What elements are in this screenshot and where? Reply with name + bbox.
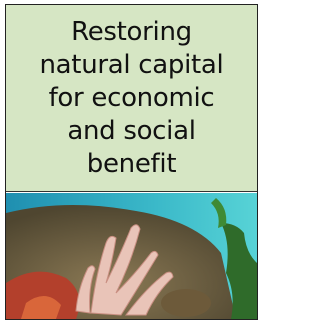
title-line: natural capital (39, 49, 223, 82)
title-line: and social (67, 115, 195, 148)
title-line: for economic (49, 82, 215, 115)
rock-shadow (161, 289, 211, 317)
cover-photo (6, 193, 257, 319)
title-line: Restoring (71, 16, 192, 49)
title-line: benefit (87, 148, 176, 181)
